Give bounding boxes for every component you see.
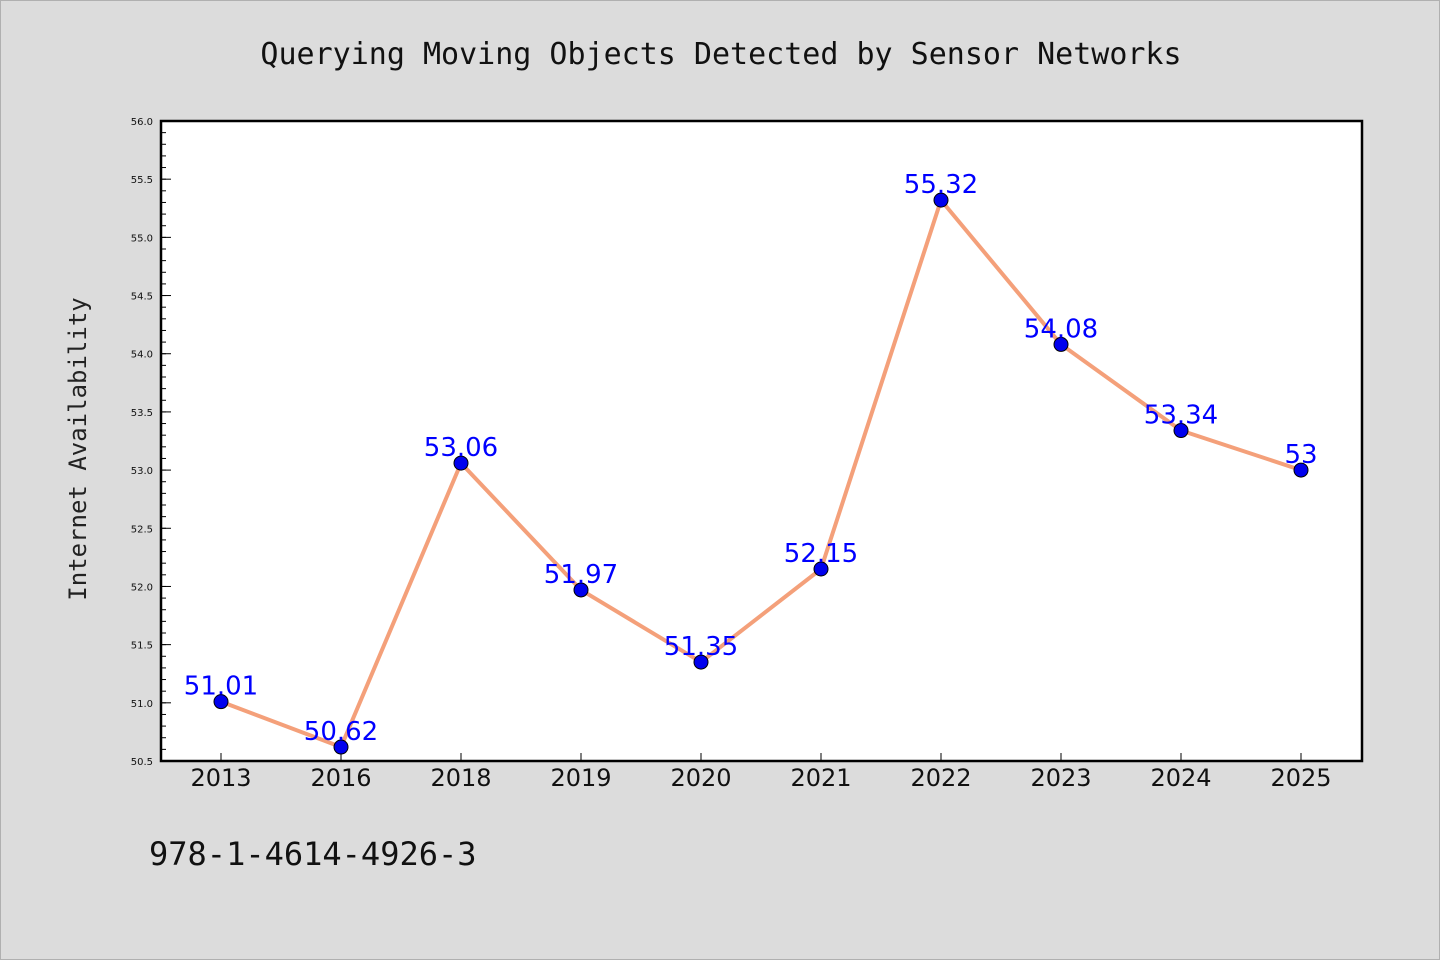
- x-tick-label: 2020: [670, 764, 731, 792]
- data-point: [813, 561, 829, 577]
- y-tick-label: 52.5: [131, 524, 153, 535]
- data-point: [693, 654, 709, 670]
- data-point: [1293, 462, 1309, 478]
- data-label: 53.34: [1144, 401, 1218, 431]
- data-point: [1053, 336, 1069, 352]
- series-line: [219, 198, 1303, 750]
- y-tick-label: 53.5: [131, 408, 153, 419]
- x-tick-label: 2019: [550, 764, 611, 792]
- x-tick-label: 2016: [310, 764, 371, 792]
- data-label: 50.62: [304, 717, 378, 747]
- y-axis-label: Internet Availability: [64, 297, 92, 600]
- y-tick-label: 52.0: [131, 582, 153, 593]
- series-group: 51.01 50.62 53.06 51.97 51.35 52.15 55.32 54.08…: [184, 170, 1318, 755]
- data-label: 53.06: [424, 433, 498, 463]
- y-tick-label: 50.5: [131, 757, 153, 768]
- y-axis-ticks: 50.5 51.0 51.5 52.0 52.5 53.0 53.5 54.0 54.5 55.0…: [131, 117, 171, 768]
- y-tick-label: 51.5: [131, 641, 153, 652]
- y-tick-label: 54.5: [131, 292, 153, 303]
- x-axis-ticks: 2013 2016 2018 2019 2020 2021 2022 2023 2024 2025: [190, 753, 1332, 792]
- data-label: 51.01: [184, 672, 258, 702]
- x-tick-label: 2022: [910, 764, 971, 792]
- x-tick-label: 2021: [790, 764, 851, 792]
- x-tick-label: 2018: [430, 764, 491, 792]
- y-tick-label: 55.5: [131, 175, 153, 186]
- data-label: 55.32: [904, 170, 978, 200]
- y-tick-label: 55.0: [131, 233, 153, 244]
- y-tick-label: 53.0: [131, 466, 153, 477]
- data-point: [333, 739, 349, 755]
- data-point: [453, 455, 469, 471]
- x-tick-label: 2024: [1150, 764, 1211, 792]
- y-tick-label: 54.0: [131, 350, 153, 361]
- x-tick-label: 2013: [190, 764, 251, 792]
- y-tick-label: 56.0: [131, 117, 153, 128]
- data-label: 53: [1284, 440, 1317, 470]
- plot-frame: [159, 119, 1364, 763]
- data-point: [933, 192, 949, 208]
- data-point: [1173, 423, 1189, 439]
- chart-title: Querying Moving Objects Detected by Sens…: [260, 37, 1181, 72]
- data-label: 51.97: [544, 560, 618, 590]
- data-label: 52.15: [784, 539, 858, 569]
- x-tick-label: 2025: [1270, 764, 1331, 792]
- data-point: [573, 582, 589, 598]
- data-point: [213, 694, 229, 710]
- data-label: 51.35: [664, 632, 738, 662]
- data-label: 54.08: [1024, 314, 1098, 344]
- y-tick-label: 51.0: [131, 699, 153, 710]
- plot-area: [161, 121, 1362, 761]
- x-tick-label: 2023: [1030, 764, 1091, 792]
- isbn-footer: 978-1-4614-4926-3: [149, 835, 477, 873]
